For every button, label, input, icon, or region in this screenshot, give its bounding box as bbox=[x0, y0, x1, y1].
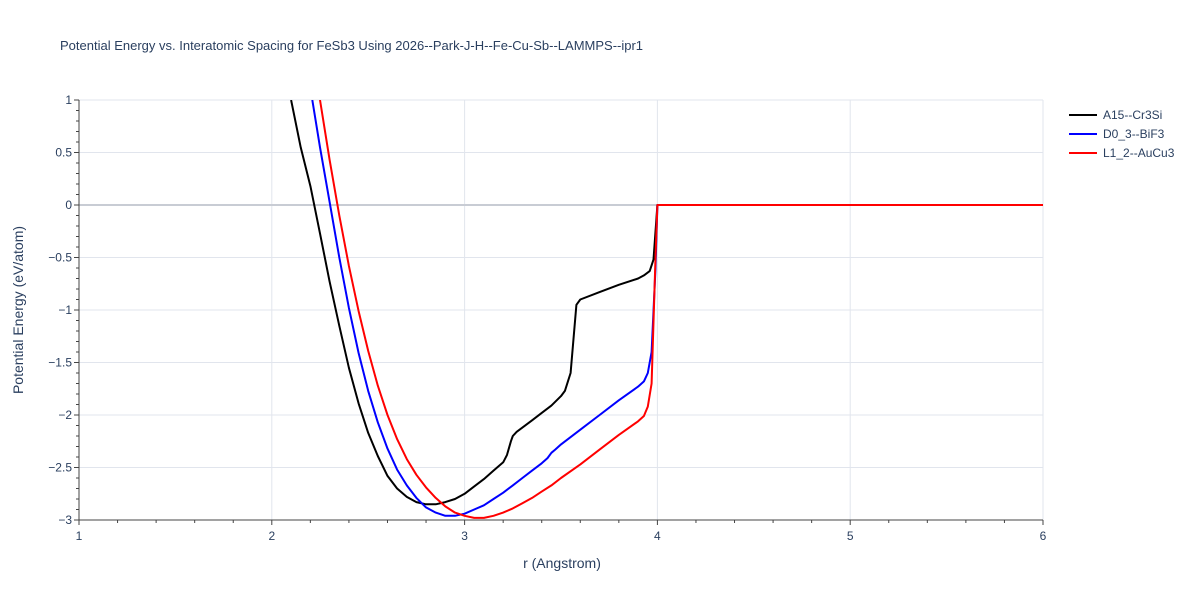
legend-item[interactable]: A15--Cr3Si bbox=[1069, 108, 1162, 122]
y-tick-label: −1 bbox=[58, 303, 72, 317]
series-group bbox=[290, 100, 1043, 519]
y-tick-label: 0 bbox=[65, 198, 72, 212]
series-line-a15-cr3si[interactable] bbox=[290, 100, 1043, 506]
series-line-d0-3-bif3[interactable] bbox=[311, 100, 1043, 517]
y-tick-label: −2 bbox=[58, 408, 72, 422]
legend-item[interactable]: L1_2--AuCu3 bbox=[1069, 146, 1175, 160]
legend-label: L1_2--AuCu3 bbox=[1103, 146, 1175, 160]
x-tick-label: 1 bbox=[76, 529, 83, 543]
x-axis-title: r (Angstrom) bbox=[523, 555, 601, 571]
legend-label: A15--Cr3Si bbox=[1103, 108, 1162, 122]
grid bbox=[78, 99, 1044, 521]
y-tick-label: −3 bbox=[58, 513, 72, 527]
legend[interactable]: A15--Cr3Si D0_3--BiF3 L1_2--AuCu3 bbox=[1069, 108, 1175, 160]
x-tick-label: 6 bbox=[1040, 529, 1047, 543]
y-tick-label: 1 bbox=[65, 93, 72, 107]
y-tick-label: −1.5 bbox=[48, 356, 72, 370]
axes: 1 2 3 4 5 6 −3 −2.5 −2 −1.5 −1 −0.5 0 0.5 1 bbox=[48, 93, 1046, 543]
chart-title: Potential Energy vs. Interatomic Spacing… bbox=[60, 38, 643, 53]
x-tick-label: 4 bbox=[654, 529, 661, 543]
x-tick-label: 2 bbox=[268, 529, 275, 543]
y-tick-label: −2.5 bbox=[48, 461, 72, 475]
legend-item[interactable]: D0_3--BiF3 bbox=[1069, 127, 1165, 141]
y-tick-label: −0.5 bbox=[48, 251, 72, 265]
y-axis-title: Potential Energy (eV/atom) bbox=[10, 226, 26, 394]
legend-label: D0_3--BiF3 bbox=[1103, 127, 1165, 141]
x-tick-label: 5 bbox=[847, 529, 854, 543]
x-tick-label: 3 bbox=[461, 529, 468, 543]
y-tick-label: 0.5 bbox=[55, 146, 72, 160]
series-line-l1-2-aucu3[interactable] bbox=[319, 100, 1043, 519]
